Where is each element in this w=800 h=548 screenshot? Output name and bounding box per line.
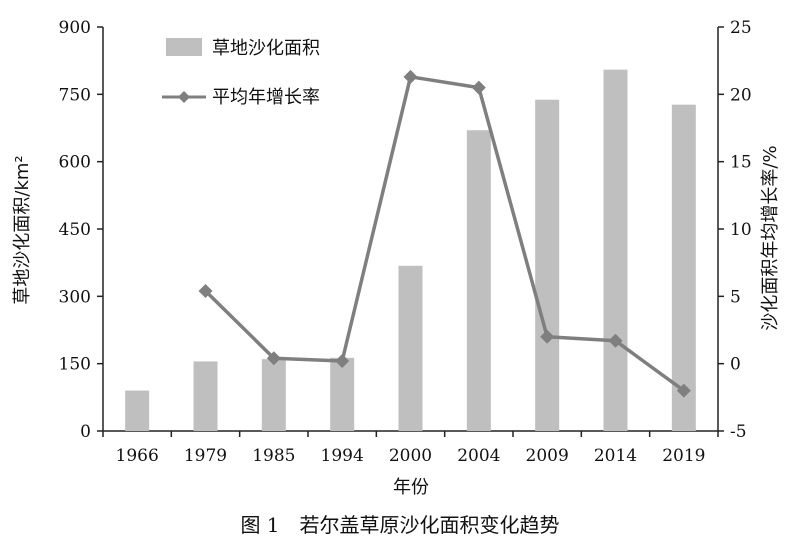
right-tick-label: 0 bbox=[730, 355, 741, 375]
x-axis-title: 年份 bbox=[393, 477, 429, 498]
left-tick-label: 900 bbox=[59, 18, 91, 38]
bar bbox=[193, 361, 218, 431]
legend: 草地沙化面积 平均年增长率 bbox=[162, 38, 320, 108]
right-tick-label: 25 bbox=[730, 18, 752, 38]
bar bbox=[261, 359, 286, 431]
x-tick-label: 2014 bbox=[594, 446, 637, 466]
x-tick-label: 2009 bbox=[526, 446, 569, 466]
bar bbox=[398, 265, 423, 431]
legend-bar-swatch bbox=[166, 38, 202, 56]
left-tick-label: 0 bbox=[80, 422, 91, 442]
right-tick-label: 20 bbox=[730, 85, 752, 105]
bar bbox=[466, 130, 491, 431]
x-tick-label: 1979 bbox=[184, 446, 227, 466]
legend-line-label: 平均年增长率 bbox=[212, 87, 320, 108]
line-point bbox=[676, 383, 691, 398]
left-tick-label: 450 bbox=[59, 220, 91, 240]
y2-axis-title: 沙化面积年均增长率/% bbox=[760, 145, 781, 330]
right-tick-label: -5 bbox=[730, 422, 747, 442]
x-tick-label: 2004 bbox=[457, 446, 500, 466]
bar bbox=[125, 390, 150, 431]
legend-bar-label: 草地沙化面积 bbox=[212, 38, 320, 59]
x-tick-label: 1966 bbox=[116, 446, 159, 466]
legend-line-marker bbox=[178, 91, 190, 103]
left-tick-label: 300 bbox=[59, 287, 91, 307]
x-tick-label: 2000 bbox=[389, 446, 432, 466]
x-tick-label: 2019 bbox=[662, 446, 705, 466]
bar-series bbox=[125, 69, 696, 432]
bar bbox=[535, 99, 560, 431]
left-axis-ticks: 0 150 300 450 600 750 900 bbox=[59, 18, 103, 442]
line-series bbox=[198, 69, 691, 398]
left-tick-label: 150 bbox=[59, 355, 91, 375]
line-point bbox=[608, 333, 623, 348]
left-tick-label: 750 bbox=[59, 85, 91, 105]
bar bbox=[330, 357, 355, 431]
y-axis-title: 草地沙化面积/km² bbox=[12, 155, 33, 304]
line-point bbox=[335, 353, 350, 368]
bar bbox=[671, 104, 696, 431]
line-point bbox=[266, 351, 281, 366]
line-point bbox=[471, 80, 486, 95]
right-tick-label: 10 bbox=[730, 220, 752, 240]
bar bbox=[603, 69, 628, 432]
line-point bbox=[540, 329, 555, 344]
line-point bbox=[403, 69, 418, 84]
x-tick-label: 1985 bbox=[252, 446, 295, 466]
x-tick-label: 1994 bbox=[321, 446, 364, 466]
right-tick-label: 5 bbox=[730, 287, 741, 307]
x-axis-ticks: 1966 1979 1985 1994 2000 2004 2009 2014 2019 bbox=[102, 431, 719, 466]
right-axis-ticks: -5 0 5 10 15 20 25 bbox=[718, 18, 752, 442]
left-tick-label: 600 bbox=[59, 153, 91, 173]
series-line bbox=[204, 75, 685, 393]
figure-caption: 图 1 若尔盖草原沙化面积变化趋势 bbox=[240, 513, 559, 537]
line-point bbox=[198, 283, 213, 298]
right-tick-label: 15 bbox=[730, 153, 752, 173]
